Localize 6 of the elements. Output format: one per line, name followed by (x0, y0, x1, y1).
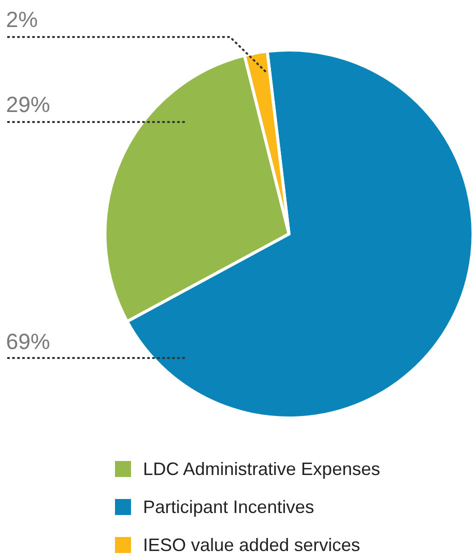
data-label: 2% (6, 7, 38, 32)
data-label: 69% (6, 329, 50, 354)
legend-label: IESO value added services (143, 534, 360, 556)
data-label: 29% (6, 92, 50, 117)
legend-label: LDC Administrative Expenses (143, 458, 380, 480)
legend-label: Participant Incentives (143, 496, 314, 518)
